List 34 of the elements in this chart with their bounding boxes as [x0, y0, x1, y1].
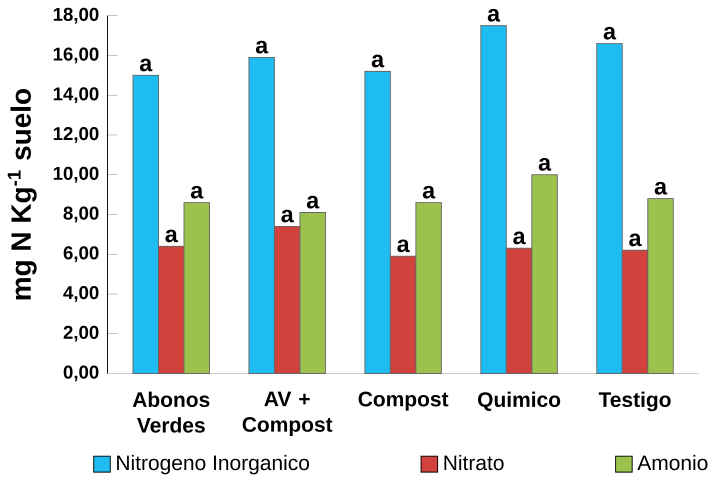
annotation: a — [372, 54, 384, 68]
y-tick-label: 12,00 — [54, 127, 98, 144]
annotation: a — [306, 196, 320, 209]
x-tick-label: Abonos Verdes — [132, 392, 210, 433]
legend-label: Amonio — [637, 454, 708, 470]
annotation: a — [513, 232, 526, 244]
y-tick-label: 14,00 — [54, 87, 98, 104]
annotation: a — [140, 58, 152, 72]
annotation: a — [422, 186, 436, 199]
x-tick-label: Compost — [358, 392, 448, 411]
y-tick-label: 2,00 — [64, 326, 98, 342]
annotation: a — [538, 158, 552, 171]
annotation: a — [165, 230, 178, 242]
y-axis-title: mg N Kg$^{-1}$ suelo — [8, 89, 37, 300]
y-tick-label: 4,00 — [63, 286, 98, 302]
y-tick-label: 10,00 — [54, 166, 98, 183]
x-tick-label: Testigo — [598, 392, 671, 412]
y-tick-label: 18,00 — [54, 8, 98, 24]
legend-label: Nitrogeno Inorganico — [117, 454, 310, 474]
y-tick-label: 6,00 — [64, 246, 98, 262]
annotation: a — [281, 210, 294, 223]
legend-label: Nitrato — [444, 454, 504, 470]
annotation: a — [397, 240, 410, 252]
annotation: a — [190, 186, 204, 199]
annotation: a — [488, 9, 500, 22]
annotation: a — [256, 40, 268, 54]
annotation: a — [604, 26, 616, 40]
y-tick-label: 16,00 — [54, 48, 98, 64]
x-tick-label: AV + Compost — [242, 392, 332, 436]
x-tick-label: Quimico — [478, 392, 560, 412]
y-tick-label: 0,00 — [64, 366, 98, 382]
y-tick-label: 8,00 — [64, 206, 98, 223]
annotation: a — [654, 182, 668, 195]
annotation: a — [629, 234, 642, 246]
